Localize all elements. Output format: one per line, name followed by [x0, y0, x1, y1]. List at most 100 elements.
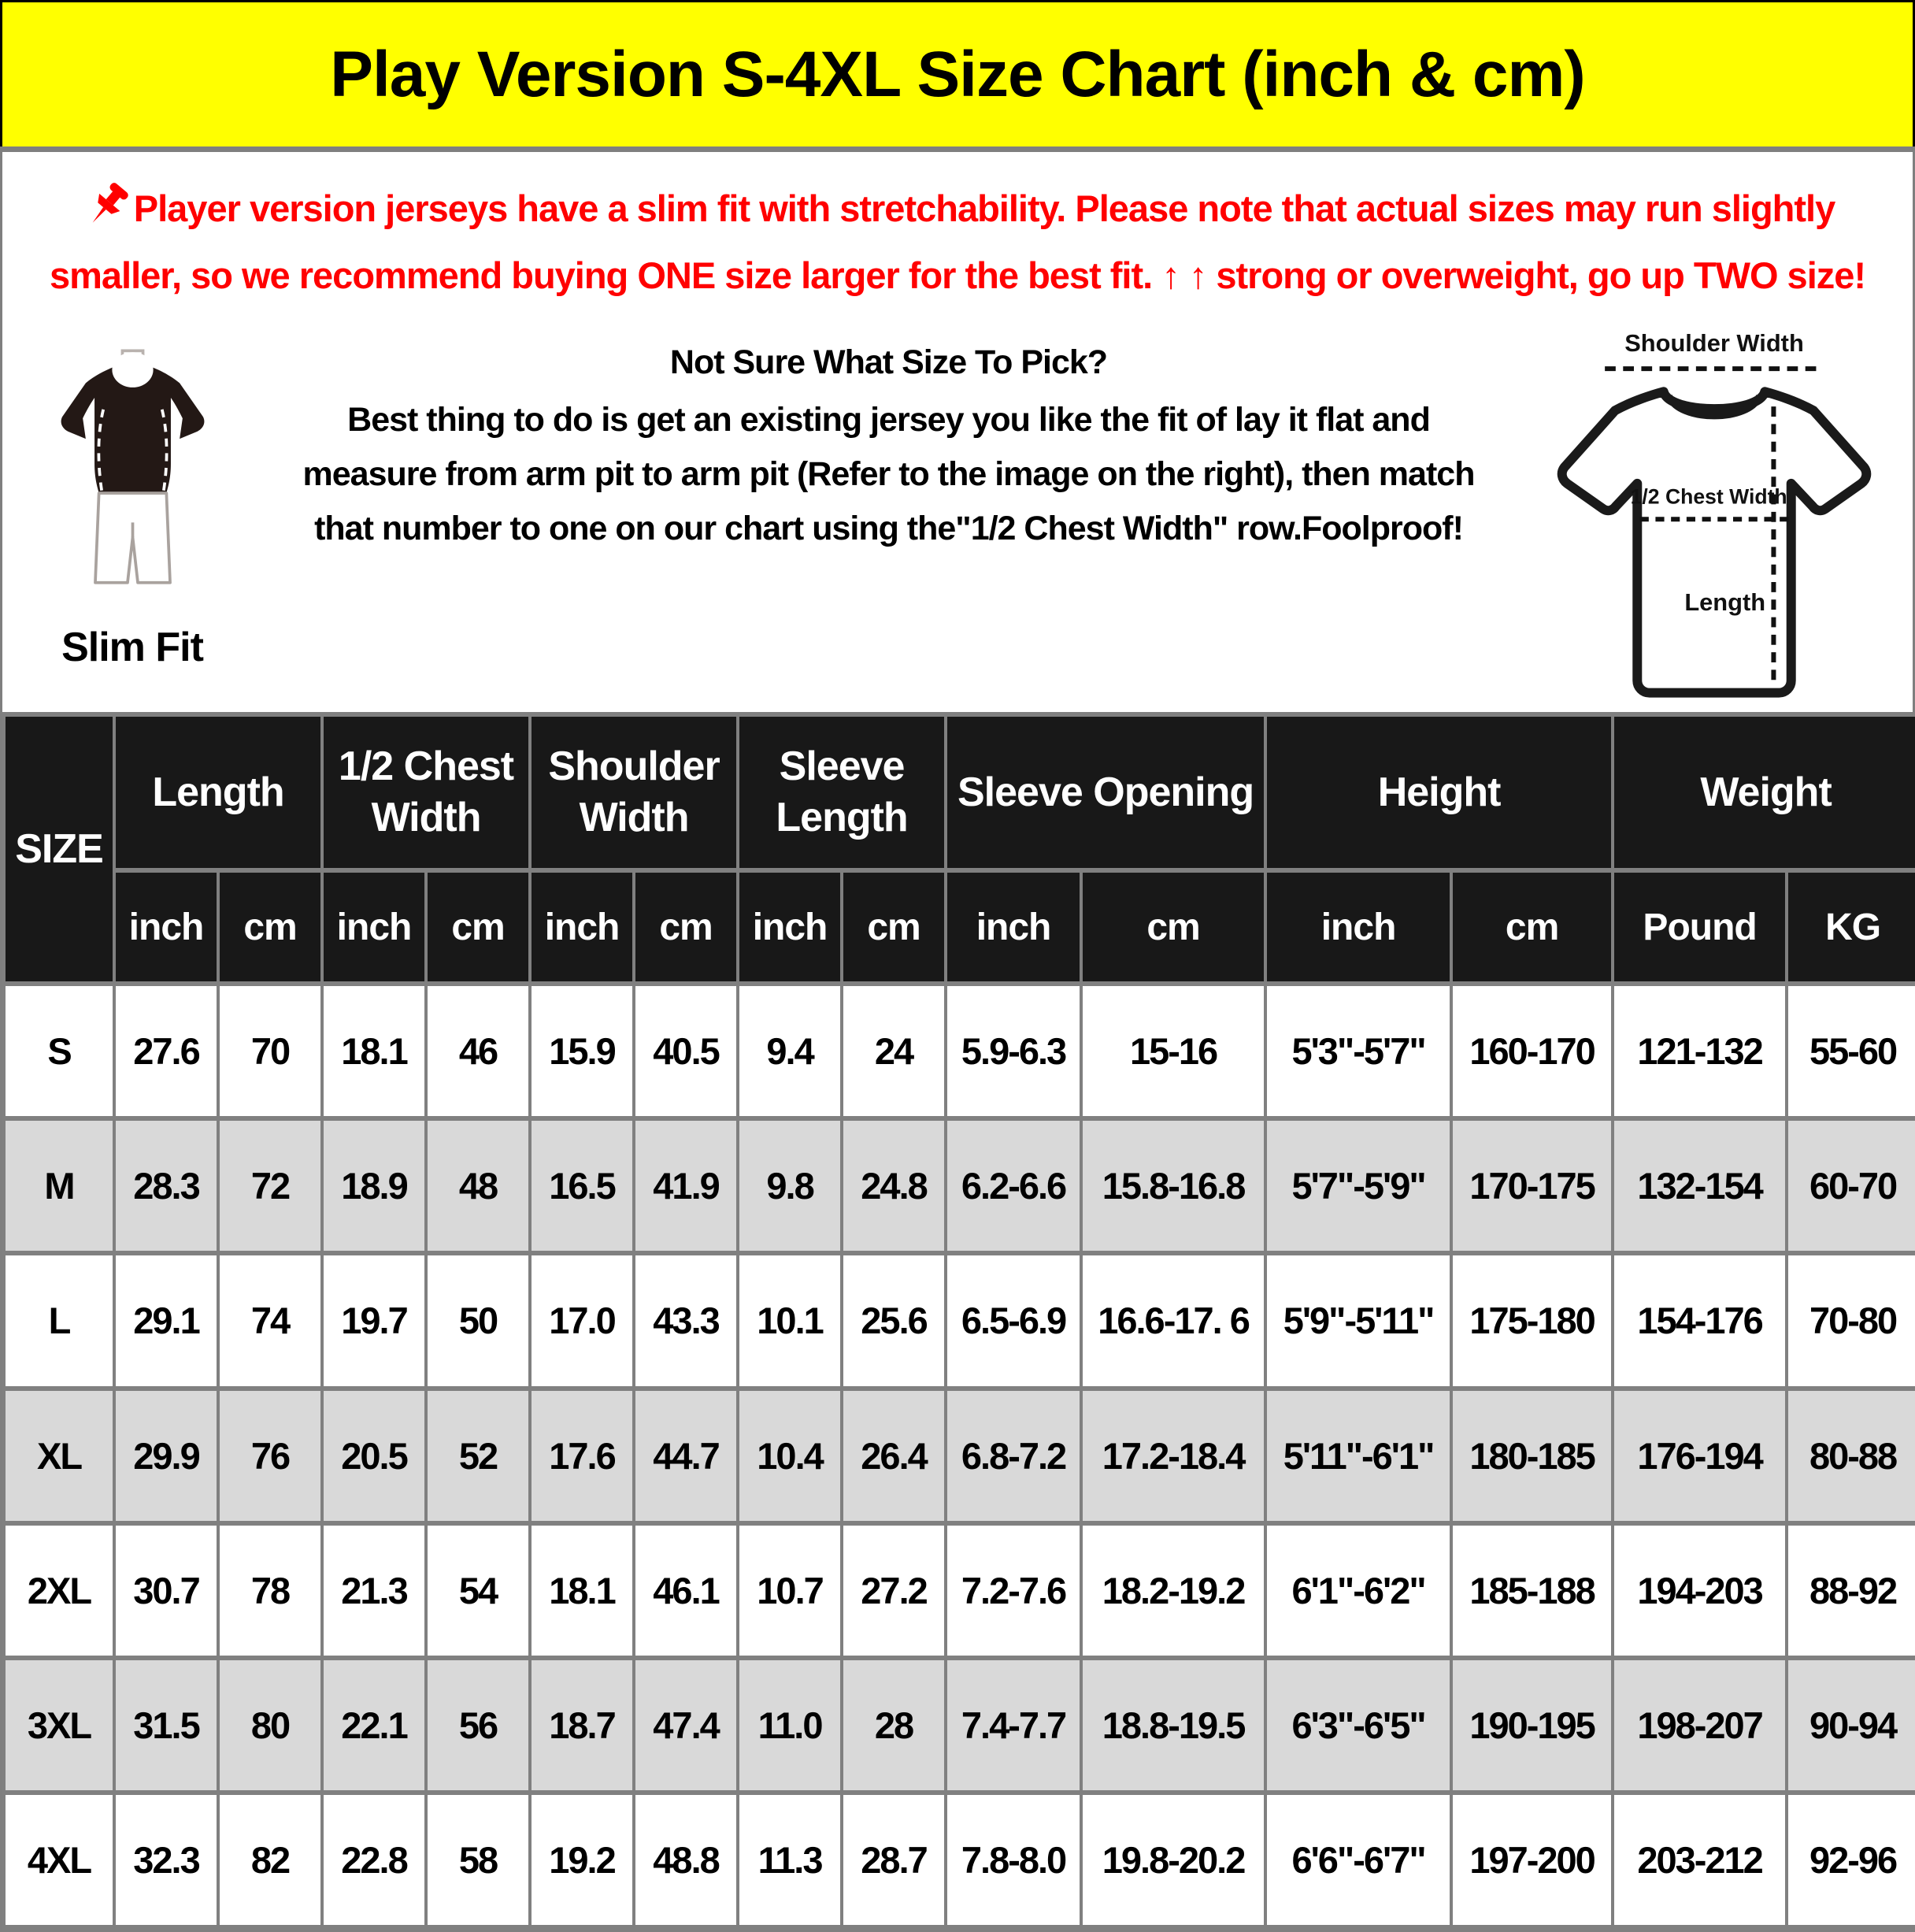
subcol-chest-inch: inch — [320, 868, 428, 987]
data-cell: 46.1 — [632, 1520, 740, 1660]
data-cell: 16.6-17. 6 — [1080, 1251, 1268, 1391]
data-cell: 50 — [424, 1251, 532, 1391]
slim-fit-label: Slim Fit — [61, 625, 204, 671]
subcol-weight-kg: KG — [1785, 868, 1915, 987]
data-cell: 40.5 — [632, 981, 740, 1122]
col-group-height: Height — [1264, 712, 1615, 873]
data-cell: 28.3 — [113, 1116, 220, 1256]
size-cell: 2XL — [2, 1520, 116, 1660]
size-cell: 4XL — [2, 1789, 116, 1930]
col-group-length: Length — [112, 712, 324, 873]
data-cell: 46 — [424, 981, 532, 1122]
data-cell: 28.7 — [840, 1789, 948, 1930]
data-cell: 56 — [424, 1655, 532, 1795]
up-arrows-icon: ↑ ↑ — [1161, 254, 1207, 296]
data-cell: 18.2-19.2 — [1080, 1520, 1268, 1660]
data-cell: 78 — [216, 1520, 324, 1660]
data-cell: 6.8-7.2 — [944, 1385, 1083, 1526]
data-cell: 27.2 — [840, 1520, 948, 1660]
data-cell: 15.8-16.8 — [1080, 1116, 1268, 1256]
diagram-shoulder-label: Shoulder Width — [1624, 329, 1804, 357]
data-cell: 10.1 — [736, 1251, 844, 1391]
table-row: 2XL 30.7 78 21.3 54 18.1 46.1 10.7 27.2 … — [2, 1520, 1915, 1660]
data-cell: 17.0 — [528, 1251, 636, 1391]
data-cell: 48 — [424, 1116, 532, 1256]
subcol-height-cm: cm — [1450, 868, 1615, 987]
data-cell: 76 — [216, 1385, 324, 1526]
data-cell: 170-175 — [1450, 1116, 1615, 1256]
subcol-chest-cm: cm — [424, 868, 532, 987]
data-cell: 9.8 — [736, 1116, 844, 1256]
data-cell: 15.9 — [528, 981, 636, 1122]
data-cell: 58 — [424, 1789, 532, 1930]
data-cell: 18.9 — [320, 1116, 428, 1256]
data-cell: 47.4 — [632, 1655, 740, 1795]
data-cell: 185-188 — [1450, 1520, 1615, 1660]
data-cell: 27.6 — [113, 981, 220, 1122]
data-cell: 5'7"-5'9" — [1264, 1116, 1454, 1256]
measure-diagram: Shoulder Width 1/2 Chest Width Length — [1515, 324, 1913, 707]
data-cell: 180-185 — [1450, 1385, 1615, 1526]
data-cell: 190-195 — [1450, 1655, 1615, 1795]
data-cell: 10.7 — [736, 1520, 844, 1660]
data-cell: 80-88 — [1785, 1385, 1915, 1526]
data-cell: 19.2 — [528, 1789, 636, 1930]
data-cell: 88-92 — [1785, 1520, 1915, 1660]
data-cell: 22.1 — [320, 1655, 428, 1795]
data-cell: 5.9-6.3 — [944, 981, 1083, 1122]
data-cell: 11.3 — [736, 1789, 844, 1930]
data-cell: 31.5 — [113, 1655, 220, 1795]
fit-notice: Player version jerseys have a slim fit w… — [18, 176, 1897, 309]
size-pick-help: Not Sure What Size To Pick? Best thing t… — [262, 324, 1515, 707]
help-body: Best thing to do is get an existing jers… — [302, 400, 1476, 547]
subcol-sleeve-opening-inch: inch — [944, 868, 1083, 987]
diagram-length-label: Length — [1684, 588, 1765, 616]
table-row: 3XL 31.5 80 22.1 56 18.7 47.4 11.0 28 7.… — [2, 1655, 1915, 1795]
data-cell: 92-96 — [1785, 1789, 1915, 1930]
data-cell: 19.7 — [320, 1251, 428, 1391]
data-cell: 203-212 — [1611, 1789, 1789, 1930]
data-cell: 82 — [216, 1789, 324, 1930]
slim-fit-shirt-illustration — [61, 349, 204, 584]
data-cell: 197-200 — [1450, 1789, 1615, 1930]
data-cell: 16.5 — [528, 1116, 636, 1256]
tshirt-measure-diagram: Shoulder Width 1/2 Chest Width Length — [1557, 329, 1871, 698]
subcol-sleeve-length-inch: inch — [736, 868, 844, 987]
slim-fit-figure: Slim Fit — [2, 324, 262, 707]
data-cell: 21.3 — [320, 1520, 428, 1660]
data-cell: 10.4 — [736, 1385, 844, 1526]
data-cell: 29.9 — [113, 1385, 220, 1526]
col-header-size: SIZE — [2, 712, 116, 987]
data-cell: 6'6"-6'7" — [1264, 1789, 1454, 1930]
data-cell: 121-132 — [1611, 981, 1789, 1122]
data-cell: 154-176 — [1611, 1251, 1789, 1391]
data-cell: 175-180 — [1450, 1251, 1615, 1391]
data-cell: 24 — [840, 981, 948, 1122]
help-headline: Not Sure What Size To Pick? — [669, 343, 1108, 382]
table-row: M 28.3 72 18.9 48 16.5 41.9 9.8 24.8 6.2… — [2, 1116, 1915, 1256]
col-group-chest: 1/2 Chest Width — [320, 712, 532, 873]
data-cell: 18.8-19.5 — [1080, 1655, 1268, 1795]
data-cell: 55-60 — [1785, 981, 1915, 1122]
size-table: SIZE Length 1/2 Chest Width Shoulder Wid… — [2, 712, 1915, 1930]
data-cell: 160-170 — [1450, 981, 1615, 1122]
col-group-sleeve-opening: Sleeve Opening — [944, 712, 1268, 873]
data-cell: 7.4-7.7 — [944, 1655, 1083, 1795]
data-cell: 90-94 — [1785, 1655, 1915, 1795]
data-cell: 7.8-8.0 — [944, 1789, 1083, 1930]
notice-text-part1: Player version jerseys have a slim fit w… — [49, 187, 1835, 296]
data-cell: 52 — [424, 1385, 532, 1526]
data-cell: 17.2-18.4 — [1080, 1385, 1268, 1526]
data-cell: 72 — [216, 1116, 324, 1256]
data-cell: 43.3 — [632, 1251, 740, 1391]
data-cell: 48.8 — [632, 1789, 740, 1930]
size-cell: S — [2, 981, 116, 1122]
table-row: S 27.6 70 18.1 46 15.9 40.5 9.4 24 5.9-6… — [2, 981, 1915, 1122]
data-cell: 54 — [424, 1520, 532, 1660]
data-cell: 176-194 — [1611, 1385, 1789, 1526]
data-cell: 18.7 — [528, 1655, 636, 1795]
size-cell: 3XL — [2, 1655, 116, 1795]
pushpin-icon — [80, 180, 132, 232]
table-row: XL 29.9 76 20.5 52 17.6 44.7 10.4 26.4 6… — [2, 1385, 1915, 1526]
